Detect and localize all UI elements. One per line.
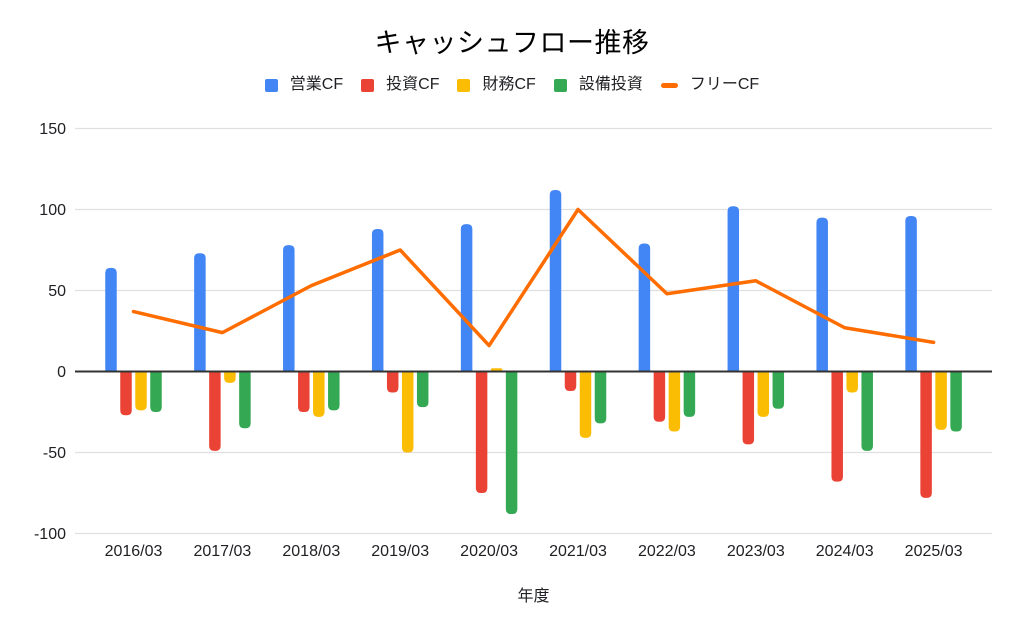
operating-cf-bar-2018/03 (283, 245, 295, 372)
investing-cf-bar-2017/03 (209, 371, 221, 451)
financing-cf-bar-2019/03 (401, 371, 414, 453)
financing-cf-swatch (457, 78, 471, 92)
y-tick-label: 0 (57, 364, 66, 381)
legend-item-free-cf: フリーCF (660, 76, 760, 93)
capex-bar-2022/03 (683, 371, 696, 417)
operating-cf-bar-2016/03 (105, 267, 117, 372)
financing-cf-bar-2024/03 (846, 371, 858, 393)
capex-bar-2021/03 (594, 371, 607, 424)
capex-bar-2025/03 (950, 371, 962, 432)
chart-legend: 営業CF 投資CF 財務CF 設備投資 フリーCF (0, 77, 1024, 93)
operating-cf-bar-2021/03 (549, 190, 562, 372)
legend-label-capex: 設備投資 (578, 76, 643, 93)
financing-cf-bar-2018/03 (313, 371, 325, 417)
financing-cf-bar-2022/03 (668, 371, 681, 432)
x-tick-label: 2017/03 (193, 543, 251, 560)
operating-cf-swatch (264, 78, 278, 92)
legend-label-operating-cf: 営業CF (289, 76, 344, 93)
capex-bar-2019/03 (416, 371, 429, 408)
investing-cf-bar-2016/03 (120, 371, 132, 416)
investing-cf-bar-2022/03 (653, 371, 666, 422)
financing-cf-bar-2017/03 (224, 371, 236, 383)
financing-cf-bar-2023/03 (757, 371, 770, 417)
x-tick-label: 2019/03 (371, 543, 429, 560)
x-tick-label: 2021/03 (549, 543, 607, 560)
operating-cf-bar-2022/03 (638, 243, 651, 372)
financing-cf-bar-2016/03 (135, 371, 147, 411)
investing-cf-bar-2020/03 (475, 371, 488, 493)
capex-bar-2024/03 (861, 371, 873, 451)
legend-label-free-cf: フリーCF (689, 76, 760, 93)
capex-bar-2018/03 (328, 371, 340, 411)
capex-bar-2016/03 (150, 371, 162, 412)
capex-swatch (553, 78, 567, 92)
y-tick-label: -100 (34, 526, 66, 543)
y-tick-label: 150 (39, 121, 66, 138)
capex-bar-2023/03 (772, 371, 785, 409)
x-tick-label: 2016/03 (105, 543, 163, 560)
capex-bar-2017/03 (239, 371, 251, 429)
free-cf-swatch (660, 82, 678, 88)
investing-cf-bar-2019/03 (386, 371, 399, 393)
operating-cf-bar-2017/03 (194, 253, 206, 372)
investing-cf-bar-2024/03 (831, 371, 843, 482)
y-tick-label: 50 (48, 283, 66, 300)
free-cf-line (131, 207, 936, 348)
chart-title: キャッシュフロー推移 (374, 28, 650, 58)
legend-item-capex: 設備投資 (553, 76, 643, 93)
investing-cf-bar-2021/03 (564, 371, 577, 391)
operating-cf-bar-2025/03 (905, 215, 917, 372)
x-tick-label: 2024/03 (816, 543, 874, 560)
operating-cf-bar-2024/03 (816, 217, 828, 372)
legend-item-financing-cf: 財務CF (457, 76, 536, 93)
y-tick-label: 100 (39, 202, 66, 219)
investing-cf-bar-2025/03 (920, 371, 932, 498)
x-tick-label: 2020/03 (460, 543, 518, 560)
legend-item-operating-cf: 営業CF (264, 76, 344, 93)
x-tick-label: 2023/03 (727, 543, 785, 560)
x-tick-label: 2018/03 (282, 543, 340, 560)
legend-label-financing-cf: 財務CF (482, 76, 536, 93)
operating-cf-bar-2023/03 (727, 206, 740, 372)
capex-bar-2020/03 (505, 371, 518, 515)
y-tick-label: -50 (43, 445, 66, 462)
legend-item-investing-cf: 投資CF (361, 77, 439, 93)
operating-cf-bar-2019/03 (371, 228, 384, 372)
x-tick-label: 2025/03 (905, 543, 963, 560)
investing-cf-bar-2023/03 (742, 371, 755, 445)
investing-cf-bar-2018/03 (298, 371, 310, 412)
legend-label-investing-cf: 投資CF (386, 76, 440, 93)
x-axis-title: 年度 (517, 588, 550, 605)
financing-cf-bar-2025/03 (935, 371, 947, 430)
operating-cf-bar-2020/03 (460, 224, 473, 372)
investing-cf-swatch (361, 78, 375, 92)
financing-cf-bar-2021/03 (579, 371, 592, 438)
x-tick-label: 2022/03 (638, 543, 696, 560)
